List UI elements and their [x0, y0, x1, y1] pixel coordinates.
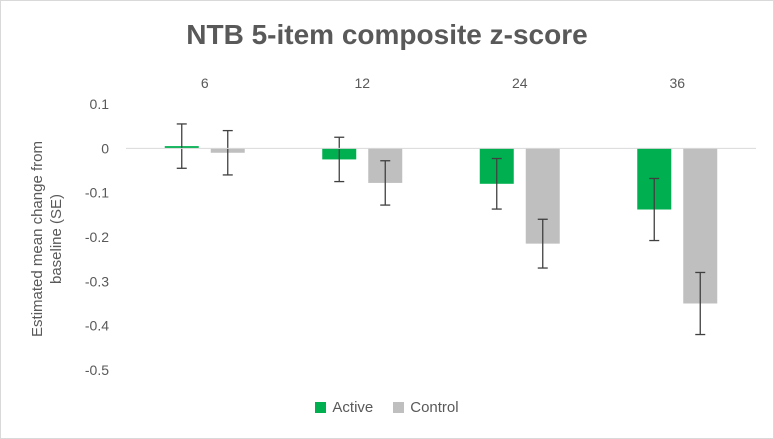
error-bar — [380, 160, 391, 206]
legend-item-control: Control — [393, 399, 459, 416]
error-bar — [649, 177, 660, 242]
y-tick-label: -0.5 — [85, 362, 109, 378]
error-bar — [222, 129, 233, 176]
y-tick-label: -0.4 — [85, 318, 109, 334]
y-tick-label: 0 — [101, 140, 109, 156]
error-bar — [176, 123, 187, 169]
y-tick-label: -0.3 — [85, 273, 109, 289]
legend-swatch-control — [393, 402, 405, 413]
error-bar — [334, 136, 345, 183]
legend: Active Control — [1, 399, 773, 416]
legend-swatch-active — [315, 402, 327, 413]
error-bar — [537, 218, 548, 269]
chart-title: NTB 5-item composite z-score — [186, 19, 588, 50]
x-tick-label: 12 — [354, 75, 370, 91]
y-axis-label: Estimated mean change from baseline (SE) — [29, 141, 65, 337]
y-tick-label: 0.1 — [90, 96, 110, 112]
x-tick-label: 36 — [669, 75, 685, 91]
error-bar — [695, 271, 706, 336]
legend-label-control: Control — [410, 399, 459, 416]
error-bar — [491, 157, 502, 210]
x-tick-label: 6 — [201, 75, 209, 91]
y-tick-label: -0.1 — [85, 185, 109, 201]
x-tick-label: 24 — [512, 75, 528, 91]
y-tick-label: -0.2 — [85, 229, 109, 245]
legend-label-active: Active — [332, 399, 374, 416]
legend-item-active: Active — [315, 399, 373, 416]
